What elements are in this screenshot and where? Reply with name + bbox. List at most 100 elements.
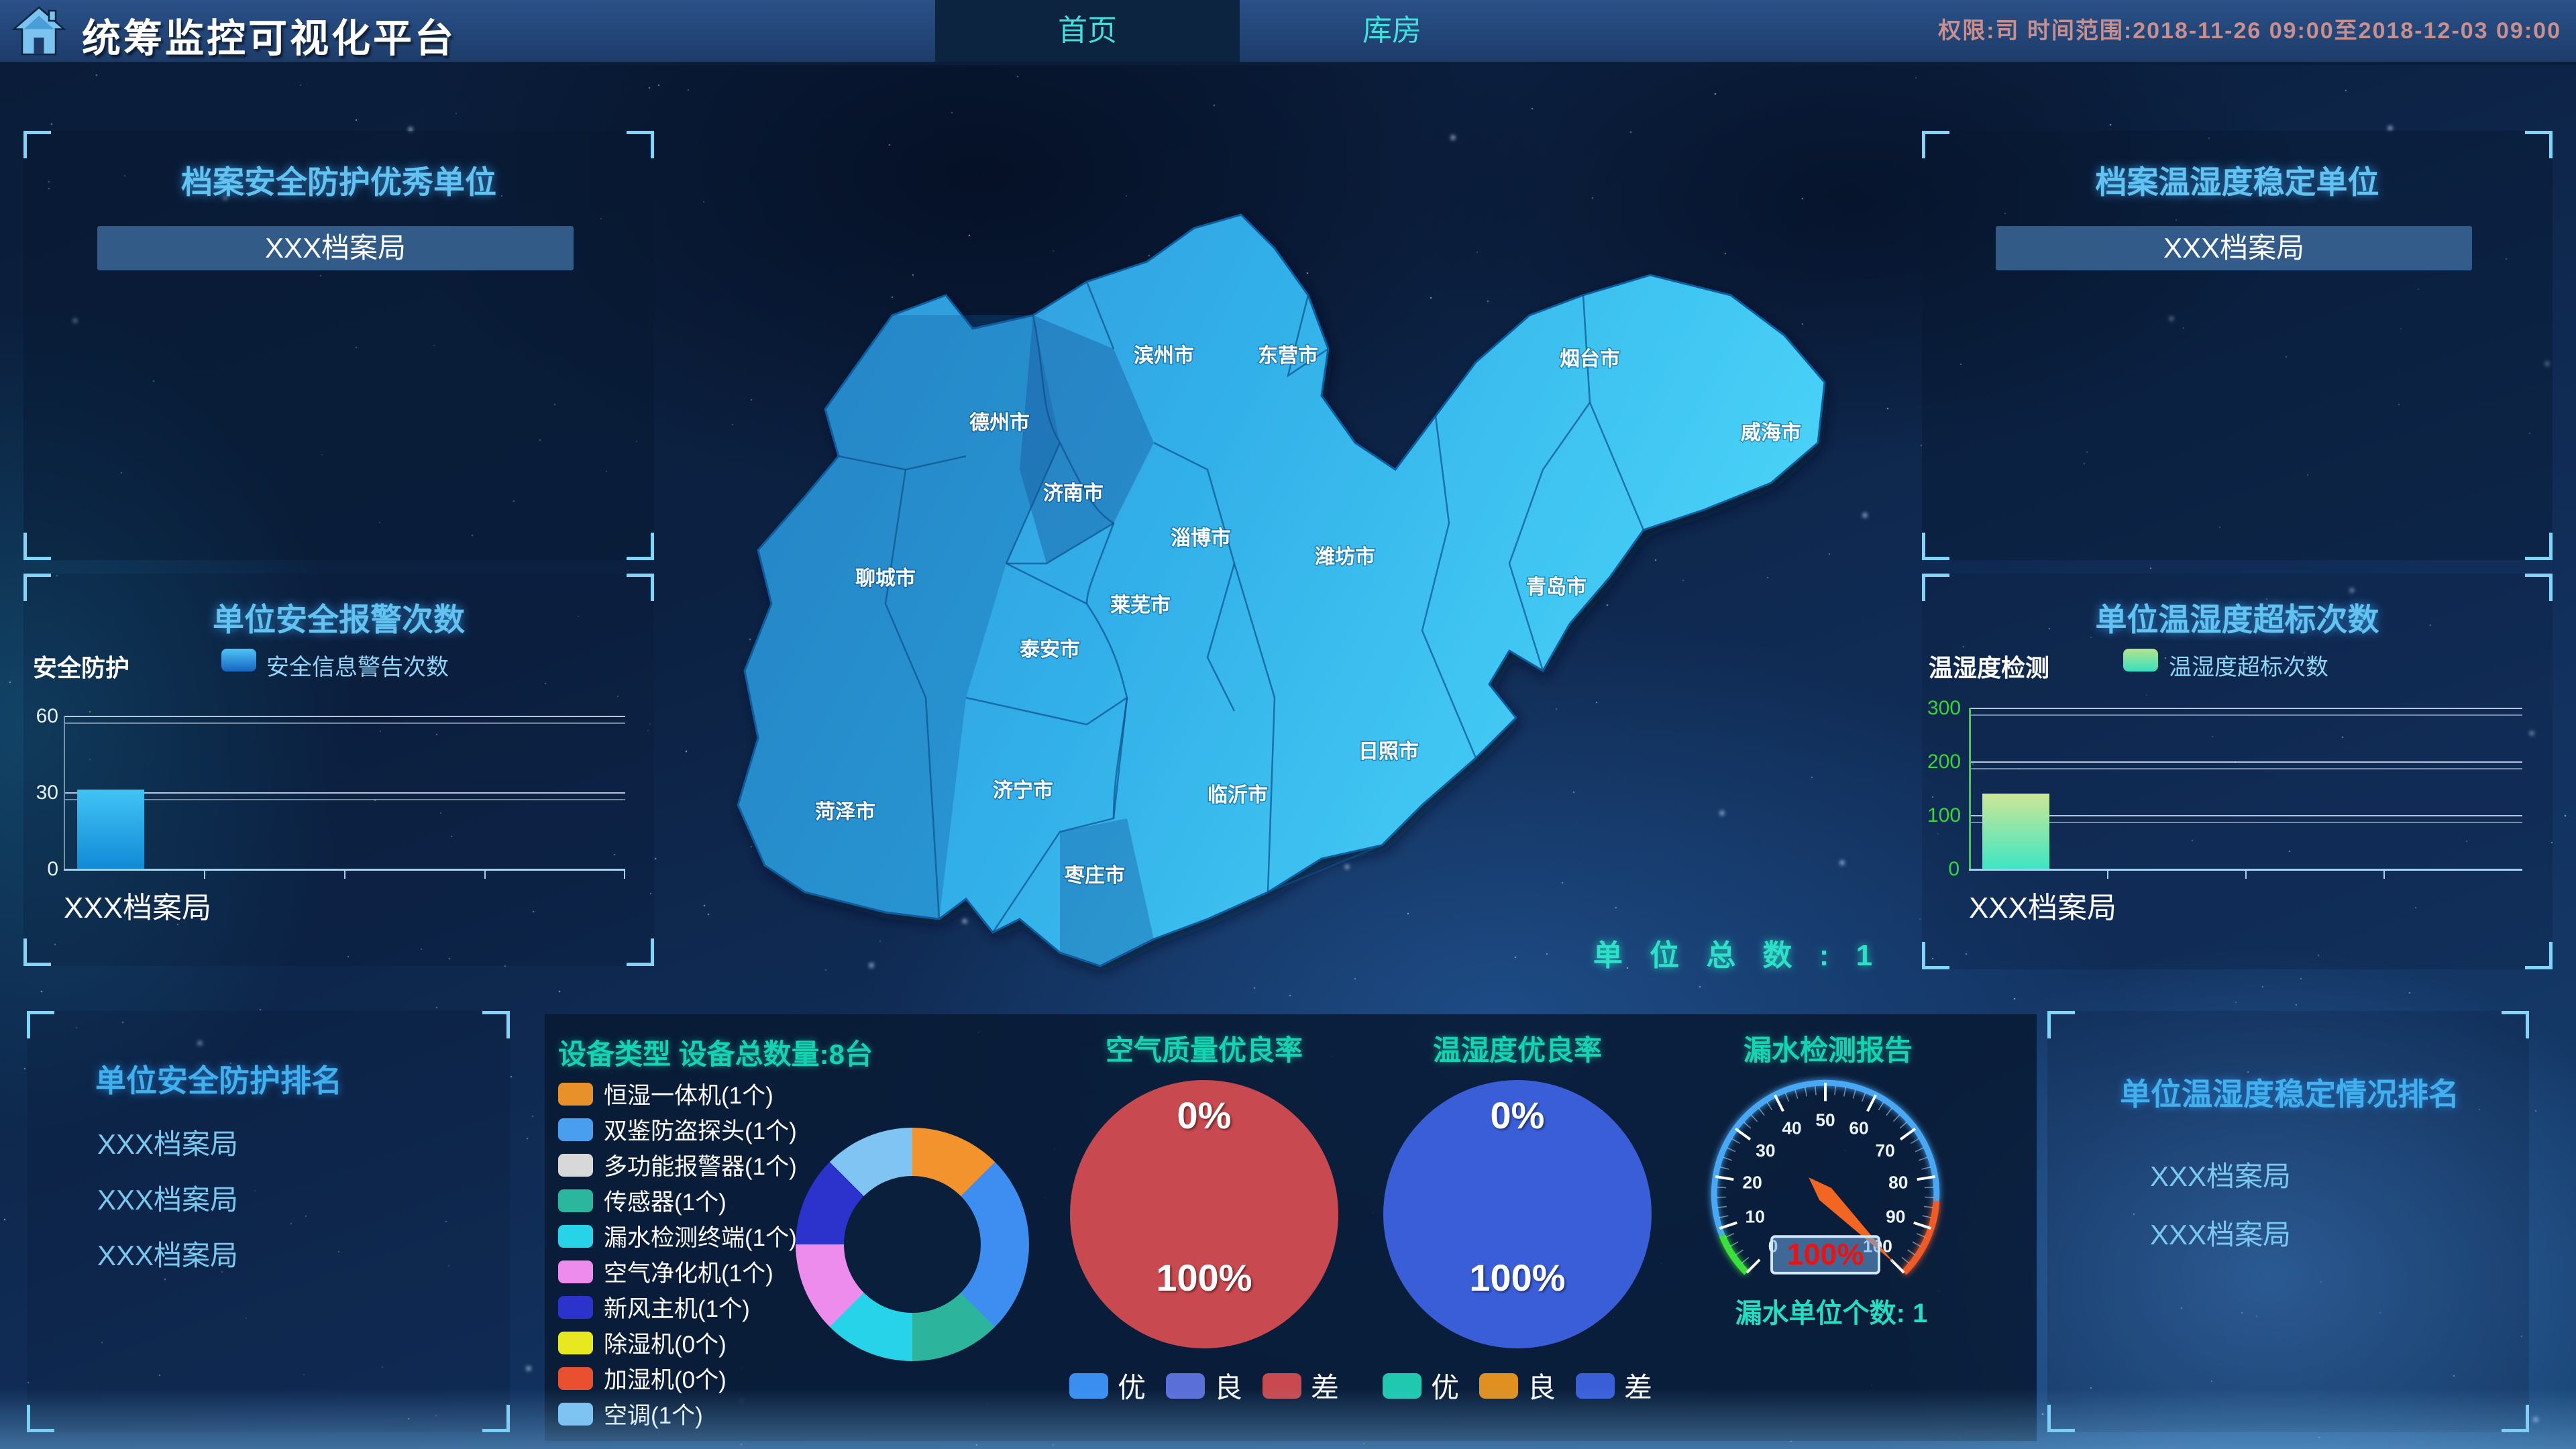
legend-swatch[interactable]: [221, 649, 256, 672]
legend-item[interactable]: 多功能报警器(1个): [558, 1148, 797, 1182]
panel-security-alarm-chart: 单位安全报警次数 安全防护 安全信息警告次数 60 30 0 XXX档案局: [23, 574, 654, 966]
unit-list-item: XXX档案局: [97, 226, 574, 270]
home-icon[interactable]: [12, 3, 66, 58]
city-label: 临沂市: [1208, 784, 1268, 806]
legend-label: 良: [1214, 1372, 1243, 1403]
bracket-icon: [482, 1011, 510, 1038]
legend-item[interactable]: 优: [1382, 1365, 1459, 1406]
legend-swatch: [558, 1366, 593, 1390]
gridline: [1971, 815, 2522, 823]
city-label: 聊城市: [855, 567, 916, 590]
legend-swatch: [1263, 1373, 1302, 1399]
panel-title: 档案温湿度稳定单位: [2095, 164, 2379, 200]
device-type-donut-chart[interactable]: [796, 1128, 1029, 1361]
city-label: 淄博市: [1171, 527, 1231, 549]
legend-item[interactable]: 良: [1166, 1365, 1242, 1406]
bracket-icon: [1922, 533, 1949, 560]
legend-label[interactable]: 温湿度超标次数: [2169, 655, 2328, 680]
ranking-item: XXX档案局: [97, 1240, 239, 1271]
legend-item[interactable]: 良: [1479, 1365, 1556, 1406]
svg-text:60: 60: [1849, 1118, 1868, 1138]
svg-text:80: 80: [1888, 1172, 1908, 1192]
bracket-icon: [1922, 942, 1949, 969]
legend-swatch[interactable]: [2123, 649, 2158, 672]
legend-item[interactable]: 差: [1263, 1365, 1339, 1406]
gauge-arc-blue: [1711, 1079, 1940, 1237]
svg-text:10: 10: [1746, 1207, 1765, 1227]
x-tick: [2245, 871, 2247, 879]
legend-item[interactable]: 传感器(1个): [558, 1183, 727, 1218]
bracket-icon: [23, 533, 51, 560]
pie-value-label: 0%: [1490, 1094, 1545, 1136]
panel-security-ranking: 单位安全防护排名 XXX档案局 XXX档案局 XXX档案局: [27, 1011, 510, 1432]
bar-security-alarm[interactable]: [77, 790, 144, 869]
legend-item[interactable]: 双鉴防盗探头(1个): [558, 1112, 797, 1146]
tab-home[interactable]: 首页: [935, 0, 1240, 62]
chart-title: 单位温湿度超标次数: [2095, 602, 2379, 637]
y-axis-line: [1969, 708, 1971, 869]
legend-label: 除湿机(0个): [604, 1332, 727, 1358]
gauge-value: 100%: [1787, 1237, 1864, 1271]
legend-swatch: [558, 1402, 593, 1426]
gridline: [65, 716, 625, 724]
ranking-item: XXX档案局: [97, 1128, 239, 1160]
legend-item[interactable]: 恒湿一体机(1个): [558, 1077, 773, 1111]
legend-item[interactable]: 优: [1069, 1365, 1146, 1406]
legend-item[interactable]: 新风主机(1个): [558, 1290, 750, 1324]
air-quality-pie[interactable]: [1070, 1080, 1338, 1348]
legend-swatch: [1166, 1373, 1205, 1399]
legend-item[interactable]: 漏水检测终端(1个): [558, 1219, 797, 1253]
permission-timerange-text: 权限:司 时间范围:2018-11-26 09:00至2018-12-03 09…: [1938, 18, 2561, 44]
legend-item[interactable]: 空气净化机(1个): [558, 1254, 773, 1289]
province-region[interactable]: [737, 213, 1826, 967]
legend-label: 恒湿一体机(1个): [604, 1083, 773, 1109]
west-region-shade: [738, 315, 1060, 919]
legend-label: 优: [1430, 1372, 1459, 1403]
legend-item[interactable]: 加湿机(0个): [558, 1361, 727, 1395]
legend-item[interactable]: 空调(1个): [558, 1397, 703, 1431]
app-title: 统筹监控可视化平台: [82, 17, 457, 60]
bracket-icon: [627, 533, 654, 560]
header-bar: 统筹监控可视化平台 首页 库房 权限:司 时间范围:2018-11-26 09:…: [0, 0, 2576, 65]
bar-humidity-exceed[interactable]: [1982, 794, 2049, 869]
bracket-icon: [627, 131, 654, 158]
legend-swatch: [1576, 1373, 1615, 1399]
y-tick: 60: [36, 705, 58, 727]
panel-humidity-stable-units: 档案温湿度稳定单位 XXX档案局: [1922, 131, 2553, 560]
panel-humidity-exceed-chart: 单位温湿度超标次数 温湿度检测 温湿度超标次数 300 200 100 0 XX…: [1922, 574, 2553, 969]
panel-title: 档案安全防护优秀单位: [181, 164, 496, 200]
y-axis-name: 温湿度检测: [1929, 654, 2050, 682]
bracket-icon: [482, 1405, 510, 1432]
y-tick: 300: [1927, 697, 1962, 719]
legend-label: 新风主机(1个): [604, 1296, 750, 1322]
th-rate-title: 温湿度优良率: [1432, 1034, 1602, 1066]
svg-text:20: 20: [1743, 1172, 1762, 1192]
city-label: 菏泽市: [815, 800, 875, 823]
ranking-item: XXX档案局: [97, 1184, 239, 1216]
city-label: 青岛市: [1526, 576, 1587, 598]
ranking-title: 单位安全防护排名: [95, 1063, 342, 1098]
x-tick: [2383, 871, 2385, 879]
th-rate-legend: 优 良 差: [1382, 1365, 1652, 1406]
leak-gauge-chart[interactable]: 0102030405060708090100 100%: [1695, 1060, 1956, 1322]
ranking-item: XXX档案局: [2150, 1219, 2292, 1250]
bracket-icon: [27, 1405, 54, 1432]
legend-label: 空调(1个): [604, 1403, 703, 1429]
legend-item[interactable]: 差: [1576, 1365, 1652, 1406]
ranking-item: XXX档案局: [2150, 1161, 2292, 1192]
unit-total-label: 单 位 总 数 : 1: [1593, 939, 1882, 972]
pie-value-label: 100%: [1469, 1256, 1566, 1299]
x-axis-line: [1969, 869, 2522, 871]
city-label: 枣庄市: [1064, 864, 1125, 887]
tab-warehouse[interactable]: 库房: [1362, 14, 1421, 47]
unit-list-item: XXX档案局: [1996, 226, 2472, 270]
bracket-icon: [1922, 131, 1949, 158]
bracket-icon: [2502, 1405, 2529, 1432]
panel-security-excellent-units: 档案安全防护优秀单位 XXX档案局: [23, 131, 654, 560]
legend-item[interactable]: 除湿机(0个): [558, 1326, 727, 1360]
th-rate-pie[interactable]: [1383, 1080, 1652, 1348]
legend-label[interactable]: 安全信息警告次数: [266, 655, 449, 680]
city-label: 烟台市: [1560, 347, 1620, 370]
x-tick: [204, 871, 205, 879]
